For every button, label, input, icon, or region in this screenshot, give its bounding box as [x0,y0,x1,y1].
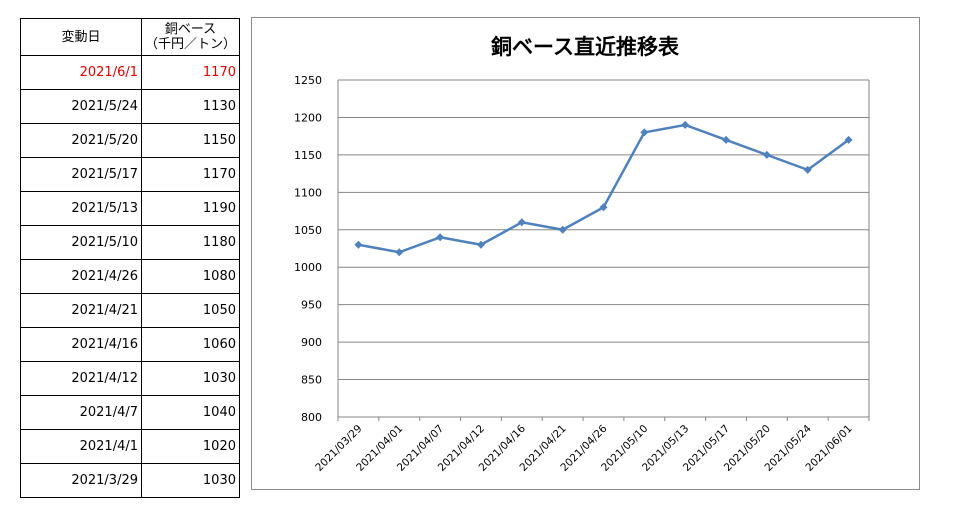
table-row: 2021/5/24 1130 [20,89,240,124]
y-tick-label: 850 [301,374,322,387]
series-line [358,123,850,254]
row-price: 1020 [141,429,240,464]
row-price: 1180 [141,225,240,260]
y-tick-label: 800 [301,411,322,424]
data-point [354,240,363,249]
table-row: 2021/4/1 1020 [20,429,240,464]
chart-title: 銅ベース直近推移表 [491,35,680,59]
chart-frame: 銅ベース直近推移表 800 850 900 950 1000 1050 1100 1150 12… [251,17,920,490]
y-axis-ticks: 800 850 900 950 1000 1050 1100 1150 1200 1250 [294,74,322,424]
data-point [640,128,649,137]
row-date: 2021/5/10 [20,225,142,260]
row-price: 1150 [141,123,240,158]
table-row: 2021/4/26 1080 [20,259,240,294]
row-price: 1060 [141,327,240,362]
data-point [803,165,812,174]
row-date: 2021/4/26 [20,259,142,294]
y-tick-label: 950 [301,299,322,312]
table-row: 2021/5/10 1180 [20,225,240,260]
row-date: 2021/4/16 [20,327,142,362]
data-point [762,150,771,159]
row-date: 2021/5/20 [20,123,142,158]
row-price: 1030 [141,361,240,396]
table-row: 2021/3/29 1030 [20,463,240,498]
data-point [395,248,404,257]
row-date: 2021/5/13 [20,191,142,226]
header-price-line2: （千円／トン） [144,37,236,52]
table-row: 2021/4/7 1040 [20,395,240,430]
grid-layer [337,79,870,421]
data-point [517,218,526,227]
row-date: 2021/3/29 [20,463,142,498]
header-date: 変動日 [20,18,142,56]
row-price: 1170 [141,55,240,90]
y-tick-label: 1000 [294,261,322,274]
row-date: 2021/4/12 [20,361,142,396]
row-date: 2021/6/1 [20,55,142,90]
x-axis-ticks: 2021/03/292021/04/012021/04/072021/04/12… [313,422,854,474]
y-tick-label: 1050 [294,224,322,237]
y-tick-label: 1250 [294,74,322,87]
data-point [436,233,445,242]
table-row: 2021/6/1 1170 [20,55,240,90]
header-price-line1: 銅ベース [164,22,217,37]
table-row: 2021/4/12 1030 [20,361,240,396]
row-date: 2021/4/21 [20,293,142,328]
y-tick-label: 1200 [294,111,322,124]
row-date: 2021/5/17 [20,157,142,192]
table-row: 2021/5/17 1170 [20,157,240,192]
price-table: 変動日 銅ベース （千円／トン） 2021/6/1 1170 2021/5/24 11… [20,18,240,498]
row-date: 2021/4/1 [20,429,142,464]
row-price: 1030 [141,463,240,498]
table-row: 2021/4/21 1050 [20,293,240,328]
table-header-row: 変動日 銅ベース （千円／トン） [20,18,240,56]
data-point [681,120,690,129]
row-date: 2021/5/24 [20,89,142,124]
row-date: 2021/4/7 [20,395,142,430]
row-price: 1190 [141,191,240,226]
data-point [558,225,567,234]
line-chart: 銅ベース直近推移表 800 850 900 950 1000 1050 1100 1150 12… [294,35,870,474]
table-body: 2021/6/1 1170 2021/5/24 1130 2021/5/20 1150 20… [20,55,240,498]
data-point [476,240,485,249]
y-tick-label: 1100 [294,186,322,199]
data-point [722,135,731,144]
series-layer [354,120,853,257]
row-price: 1080 [141,259,240,294]
data-point [599,203,608,212]
table-row: 2021/5/13 1190 [20,191,240,226]
row-price: 1050 [141,293,240,328]
header-price: 銅ベース （千円／トン） [141,18,240,56]
row-price: 1170 [141,157,240,192]
data-point [844,135,853,144]
row-price: 1130 [141,89,240,124]
table-row: 2021/4/16 1060 [20,327,240,362]
y-tick-label: 1150 [294,149,322,162]
y-tick-label: 900 [301,336,322,349]
row-price: 1040 [141,395,240,430]
table-row: 2021/5/20 1150 [20,123,240,158]
